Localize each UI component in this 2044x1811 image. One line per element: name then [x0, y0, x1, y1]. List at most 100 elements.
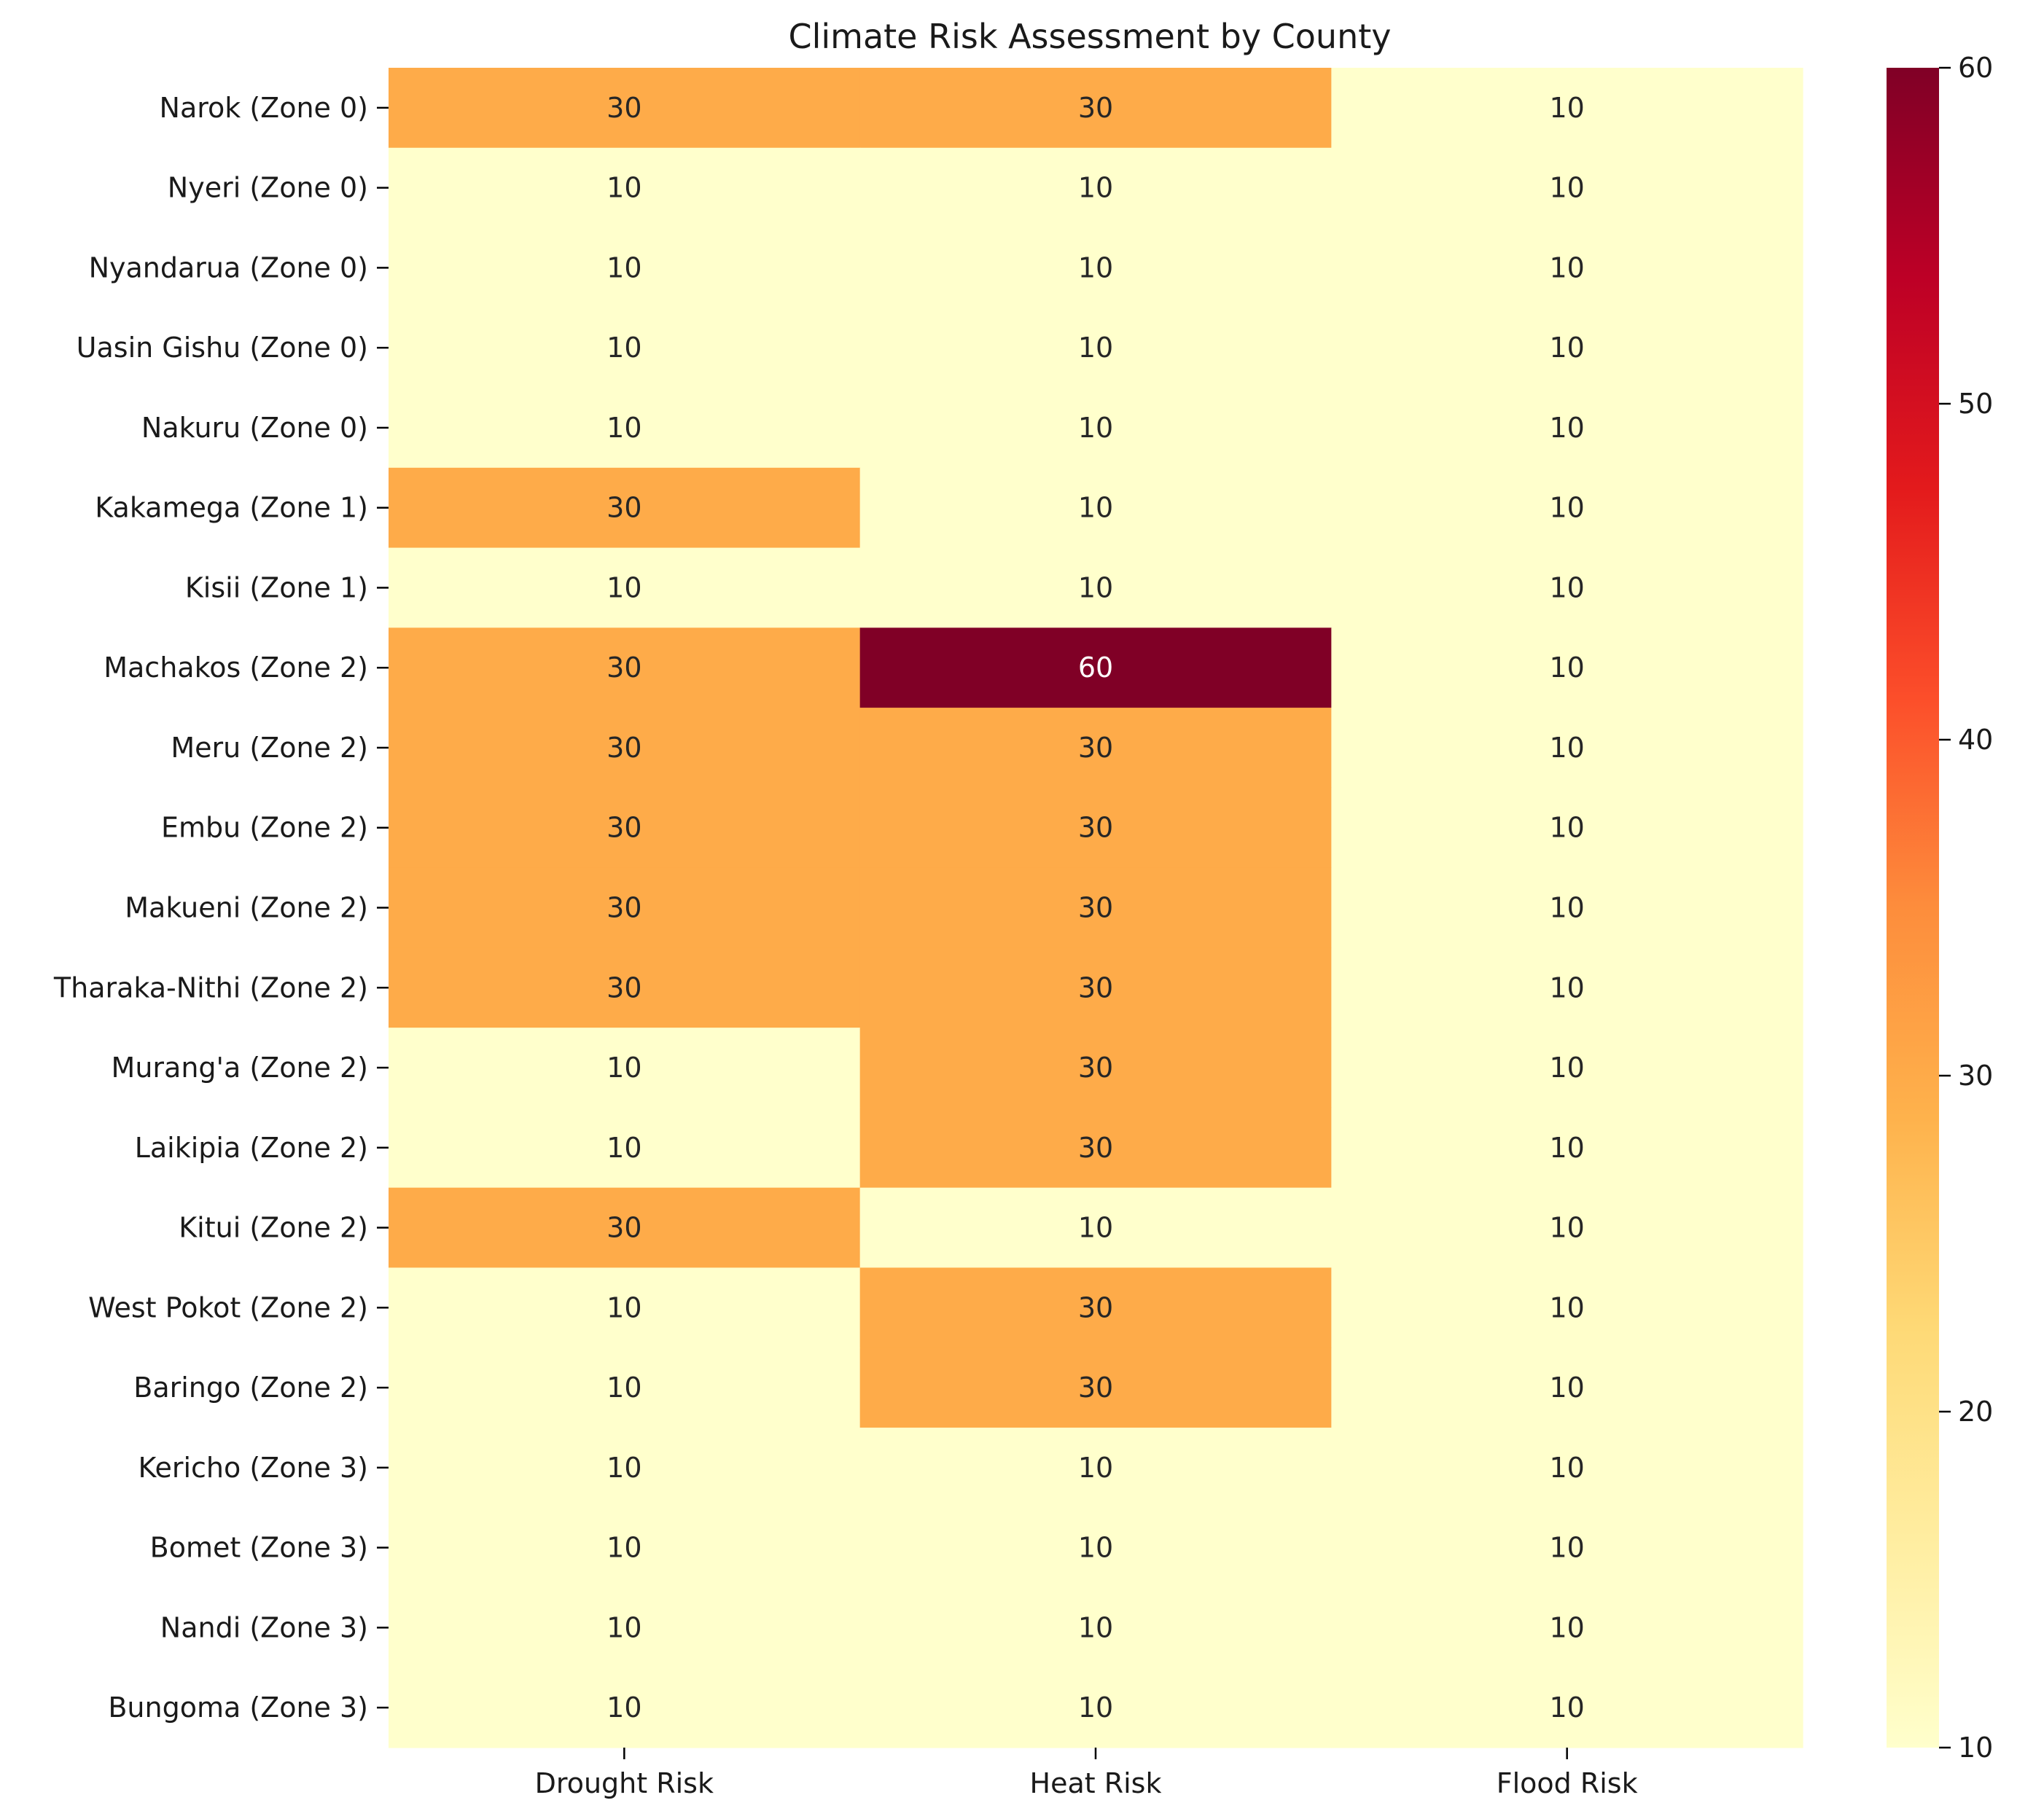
cell-value-label: 30: [606, 812, 641, 844]
y-tick-label: Nyeri (Zone 0): [168, 172, 368, 204]
heatmap-cell-uasin-gishu-zone-0-flood-risk: [1331, 308, 1803, 388]
cell-value-label: 10: [1078, 1452, 1113, 1484]
x-tick-label: Drought Risk: [535, 1767, 714, 1799]
y-tick-label: Uasin Gishu (Zone 0): [77, 332, 368, 364]
heatmap-cell-meru-zone-2-drought-risk: [389, 708, 861, 789]
cell-value-label: 10: [1549, 652, 1584, 684]
cell-value-label: 10: [606, 1532, 641, 1564]
colorbar-tick-label: 30: [1958, 1060, 1993, 1092]
heatmap-cell-west-pokot-zone-2-flood-risk: [1331, 1267, 1803, 1348]
y-tick-label: Meru (Zone 2): [171, 732, 368, 764]
y-tick-label: Murang'a (Zone 2): [112, 1052, 368, 1084]
cell-value-label: 10: [606, 1291, 641, 1323]
heatmap-cell-narok-zone-0-drought-risk: [389, 68, 861, 149]
y-tick-label: Laikipia (Zone 2): [135, 1132, 368, 1164]
heatmap-cell-uasin-gishu-zone-0-drought-risk: [389, 308, 861, 388]
cell-value-label: 10: [1549, 92, 1584, 124]
cell-value-label: 30: [1078, 892, 1113, 924]
heatmap-cell-kisii-zone-1-flood-risk: [1331, 547, 1803, 628]
heatmap-cell-nyandarua-zone-0-heat-risk: [859, 227, 1332, 308]
cell-value-label: 10: [1549, 1611, 1584, 1643]
cell-value-label: 10: [606, 1611, 641, 1643]
cell-value-label: 10: [1549, 1291, 1584, 1323]
heatmap-cell-laikipia-zone-2-heat-risk: [859, 1107, 1332, 1189]
cell-value-label: 10: [1549, 1532, 1584, 1564]
heatmap-cell-kakamega-zone-1-flood-risk: [1331, 467, 1803, 549]
heatmap-cell-kericho-zone-3-heat-risk: [859, 1427, 1332, 1509]
heatmap-cell-makueni-zone-2-drought-risk: [389, 867, 861, 948]
heatmap-cell-murang-a-zone-2-heat-risk: [859, 1028, 1332, 1108]
cell-value-label: 10: [1078, 492, 1113, 524]
cell-value-label: 10: [1078, 571, 1113, 603]
heatmap-cell-west-pokot-zone-2-heat-risk: [859, 1267, 1332, 1348]
cell-value-label: 10: [1078, 332, 1113, 364]
heatmap-cell-kakamega-zone-1-drought-risk: [389, 467, 861, 549]
heatmap-cell-uasin-gishu-zone-0-heat-risk: [859, 308, 1332, 388]
cell-value-label: 10: [1078, 412, 1113, 444]
heatmap-cell-baringo-zone-2-heat-risk: [859, 1348, 1332, 1428]
heatmap-cell-bungoma-zone-3-heat-risk: [859, 1667, 1332, 1748]
heatmap-cell-makueni-zone-2-heat-risk: [859, 867, 1332, 948]
cell-value-label: 10: [1078, 1532, 1113, 1564]
y-tick-label: Machakos (Zone 2): [104, 652, 368, 684]
cell-value-label: 10: [606, 1372, 641, 1404]
heatmap-cell-embu-zone-2-drought-risk: [389, 787, 861, 869]
heatmap-cells: [389, 68, 1803, 1748]
heatmap-cell-bungoma-zone-3-drought-risk: [389, 1667, 861, 1748]
heatmap-cell-nakuru-zone-0-drought-risk: [389, 388, 861, 469]
chart-title: Climate Risk Assessment by County: [788, 17, 1391, 56]
y-tick-label: Kericho (Zone 3): [138, 1452, 368, 1484]
heatmap-cell-laikipia-zone-2-flood-risk: [1331, 1107, 1803, 1189]
heatmap-cell-west-pokot-zone-2-drought-risk: [389, 1267, 861, 1348]
heatmap-cell-nakuru-zone-0-flood-risk: [1331, 388, 1803, 469]
y-tick-label: Makueni (Zone 2): [125, 892, 368, 924]
cell-value-label: 30: [1078, 1372, 1113, 1404]
x-axis: Drought Risk Heat Risk Flood Risk: [535, 1748, 1638, 1799]
heatmap-cell-labels: 30 30 10 10 10 10 10 10 10 10 10 10 10 10 10 30 10 10 10 10…: [606, 92, 1585, 1724]
heatmap-cell-tharaka-nithi-zone-2-flood-risk: [1331, 947, 1803, 1028]
cell-value-label: 10: [606, 172, 641, 204]
heatmap-cell-bomet-zone-3-drought-risk: [389, 1507, 861, 1589]
cell-value-label: 10: [606, 1052, 641, 1084]
cell-value-label: 10: [1549, 1691, 1584, 1724]
cell-value-label: 10: [606, 1452, 641, 1484]
heatmap-cell-kakamega-zone-1-heat-risk: [859, 467, 1332, 549]
heatmap-cell-machakos-zone-2-flood-risk: [1331, 627, 1803, 708]
y-tick-label: Embu (Zone 2): [161, 812, 368, 844]
heatmap-cell-tharaka-nithi-zone-2-heat-risk: [859, 947, 1332, 1028]
heatmap-cell-meru-zone-2-heat-risk: [859, 708, 1332, 789]
heatmap-cell-kericho-zone-3-flood-risk: [1331, 1427, 1803, 1509]
heatmap-cell-makueni-zone-2-flood-risk: [1331, 867, 1803, 948]
cell-value-label: 30: [1078, 1052, 1113, 1084]
cell-value-label: 30: [606, 732, 641, 764]
y-tick-label: Tharaka-Nithi (Zone 2): [53, 971, 368, 1004]
cell-value-label: 10: [1549, 971, 1584, 1004]
cell-value-label: 30: [606, 1212, 641, 1244]
cell-value-label: 10: [1078, 1212, 1113, 1244]
y-tick-label: Bomet (Zone 3): [150, 1532, 368, 1564]
y-tick-label: Nandi (Zone 3): [160, 1611, 368, 1643]
heatmap-cell-bungoma-zone-3-flood-risk: [1331, 1667, 1803, 1748]
heatmap-cell-machakos-zone-2-drought-risk: [389, 627, 861, 708]
y-tick-label: Kitui (Zone 2): [179, 1212, 368, 1244]
heatmap-cell-nandi-zone-3-flood-risk: [1331, 1587, 1803, 1668]
heatmap-cell-nakuru-zone-0-heat-risk: [859, 388, 1332, 469]
cell-value-label: 10: [1078, 1691, 1113, 1724]
cell-value-label: 10: [1549, 1452, 1584, 1484]
cell-value-label: 10: [606, 412, 641, 444]
cell-value-label: 10: [1549, 1052, 1584, 1084]
x-tick-label: Heat Risk: [1030, 1767, 1162, 1799]
heatmap-cell-meru-zone-2-flood-risk: [1331, 708, 1803, 789]
cell-value-label: 30: [1078, 1132, 1113, 1164]
heatmap-cell-nyeri-zone-0-drought-risk: [389, 147, 861, 229]
y-tick-label: Nakuru (Zone 0): [141, 412, 368, 444]
cell-value-label: 10: [1549, 492, 1584, 524]
cell-value-label: 10: [606, 1691, 641, 1724]
heatmap-cell-kitui-zone-2-drought-risk: [389, 1187, 861, 1269]
heatmap-cell-bomet-zone-3-flood-risk: [1331, 1507, 1803, 1589]
cell-value-label: 10: [1549, 1212, 1584, 1244]
cell-value-label: 30: [606, 892, 641, 924]
cell-value-label: 30: [1078, 812, 1113, 844]
y-tick-label: Kisii (Zone 1): [185, 571, 368, 603]
